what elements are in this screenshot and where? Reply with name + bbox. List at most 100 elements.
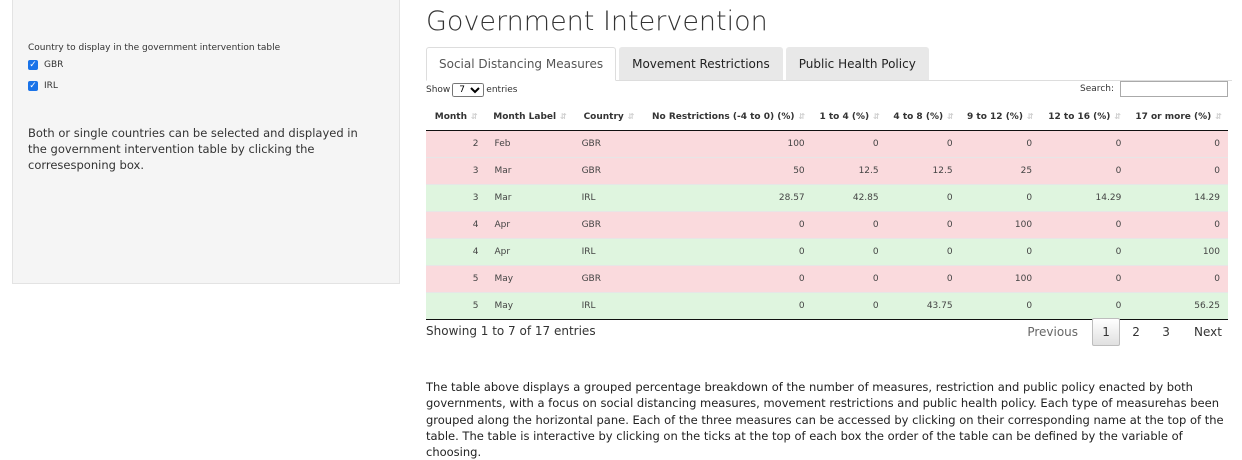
cell-country: IRL xyxy=(573,292,645,320)
tab-public-health-policy[interactable]: Public Health Policy xyxy=(785,47,929,80)
cell-no-restrictions: 0 xyxy=(644,292,813,320)
sort-icon: ⇵ xyxy=(798,112,806,121)
table-row: 3 Mar IRL 28.57 42.85 0 0 14.29 14.29 xyxy=(426,184,1228,212)
page-3-button[interactable]: 3 xyxy=(1162,325,1170,339)
cell-12-to-16: 0 xyxy=(1040,157,1130,185)
tab-bar: Social Distancing Measures Movement Rest… xyxy=(426,47,1232,81)
tab-movement-restrictions[interactable]: Movement Restrictions xyxy=(619,47,783,80)
checkbox-checked-icon[interactable]: ✓ xyxy=(28,60,38,70)
cell-no-restrictions: 0 xyxy=(644,238,813,266)
column-header-month-label[interactable]: Month Label ⇵ xyxy=(486,104,574,131)
sort-icon: ⇵ xyxy=(1215,112,1222,121)
cell-month-label: Feb xyxy=(486,130,574,158)
checkbox-irl-label: IRL xyxy=(44,81,58,91)
checkbox-irl[interactable]: ✓ IRL xyxy=(28,81,58,91)
table-row: 4 Apr IRL 0 0 0 0 0 100 xyxy=(426,238,1228,266)
cell-12-to-16: 0 xyxy=(1040,265,1130,293)
table-info: Showing 1 to 7 of 17 entries xyxy=(426,324,596,338)
cell-no-restrictions: 0 xyxy=(644,211,813,239)
cell-month: 3 xyxy=(426,184,487,212)
tab-social-distancing[interactable]: Social Distancing Measures xyxy=(426,47,617,81)
entries-select[interactable]: 7 xyxy=(452,83,485,97)
cell-country: GBR xyxy=(573,211,645,239)
table-row: 5 May IRL 0 0 43.75 0 0 56.25 xyxy=(426,292,1228,320)
cell-no-restrictions: 28.57 xyxy=(644,184,813,212)
cell-month: 4 xyxy=(426,211,487,239)
cell-12-to-16: 0 xyxy=(1040,292,1130,320)
cell-4-to-8: 0 xyxy=(886,211,961,239)
entries-length-control: Show 7 entries xyxy=(426,83,518,97)
search-input[interactable] xyxy=(1120,81,1228,97)
checkbox-checked-icon[interactable]: ✓ xyxy=(28,81,38,91)
cell-month: 2 xyxy=(426,130,487,158)
table-row: 4 Apr GBR 0 0 0 100 0 0 xyxy=(426,211,1228,239)
column-header-country[interactable]: Country ⇵ xyxy=(573,104,645,131)
column-header-12-to-16[interactable]: 12 to 16 (%) ⇵ xyxy=(1040,104,1130,131)
cell-9-to-12: 25 xyxy=(960,157,1041,185)
cell-4-to-8: 12.5 xyxy=(886,157,961,185)
page-1-button[interactable]: 1 xyxy=(1092,318,1121,346)
sidebar-panel: Country to display in the government int… xyxy=(12,0,400,284)
previous-page-button[interactable]: Previous xyxy=(1027,325,1079,339)
cell-4-to-8: 0 xyxy=(886,184,961,212)
cell-country: IRL xyxy=(573,184,645,212)
cell-1-to-4: 0 xyxy=(812,211,887,239)
cell-1-to-4: 0 xyxy=(812,238,887,266)
cell-1-to-4: 12.5 xyxy=(812,157,887,185)
column-header-month[interactable]: Month ⇵ xyxy=(426,104,487,131)
sort-icon: ⇵ xyxy=(471,112,478,121)
table-row: 2 Feb GBR 100 0 0 0 0 0 xyxy=(426,130,1228,158)
cell-4-to-8: 0 xyxy=(886,265,961,293)
sort-icon: ⇵ xyxy=(560,112,567,121)
cell-month-label: May xyxy=(486,265,574,293)
table-row: 3 Mar GBR 50 12.5 12.5 25 0 0 xyxy=(426,157,1228,185)
next-page-button[interactable]: Next xyxy=(1194,325,1222,339)
show-label: Show xyxy=(426,85,451,95)
cell-9-to-12: 0 xyxy=(960,292,1041,320)
cell-17-or-more: 14.29 xyxy=(1129,184,1228,212)
cell-9-to-12: 100 xyxy=(960,265,1041,293)
cell-month-label: Mar xyxy=(486,157,574,185)
column-header-1-to-4[interactable]: 1 to 4 (%) ⇵ xyxy=(812,104,887,131)
cell-17-or-more: 0 xyxy=(1129,211,1228,239)
cell-country: GBR xyxy=(573,265,645,293)
cell-no-restrictions: 0 xyxy=(644,265,813,293)
intervention-table: Month ⇵ Month Label ⇵ Country ⇵ No Restrict… xyxy=(426,104,1228,320)
checkbox-gbr[interactable]: ✓ GBR xyxy=(28,60,63,70)
cell-12-to-16: 0 xyxy=(1040,238,1130,266)
entries-label: entries xyxy=(486,85,518,95)
cell-month: 3 xyxy=(426,157,487,185)
sort-icon: ⇵ xyxy=(873,112,880,121)
cell-no-restrictions: 50 xyxy=(644,157,813,185)
page-2-button[interactable]: 2 xyxy=(1132,325,1140,339)
table-description: The table above displays a grouped perce… xyxy=(426,380,1224,460)
cell-17-or-more: 100 xyxy=(1129,238,1228,266)
sort-icon: ⇵ xyxy=(1114,112,1122,121)
page-title: Government Intervention xyxy=(426,6,768,37)
cell-17-or-more: 0 xyxy=(1129,130,1228,158)
column-header-17-or-more[interactable]: 17 or more (%) ⇵ xyxy=(1129,104,1228,131)
cell-4-to-8: 43.75 xyxy=(886,292,961,320)
cell-month-label: Apr xyxy=(486,211,574,239)
cell-month-label: Apr xyxy=(486,238,574,266)
cell-9-to-12: 0 xyxy=(960,130,1041,158)
sort-icon: ⇵ xyxy=(1026,112,1034,121)
sort-icon: ⇵ xyxy=(947,112,954,121)
cell-17-or-more: 0 xyxy=(1129,157,1228,185)
sidebar-help-text: Both or single countries can be selected… xyxy=(28,126,358,172)
cell-country: IRL xyxy=(573,238,645,266)
cell-12-to-16: 14.29 xyxy=(1040,184,1130,212)
cell-month: 5 xyxy=(426,292,487,320)
cell-1-to-4: 0 xyxy=(812,265,887,293)
country-filter-label: Country to display in the government int… xyxy=(28,43,281,53)
cell-1-to-4: 0 xyxy=(812,130,887,158)
cell-1-to-4: 0 xyxy=(812,292,887,320)
checkbox-gbr-label: GBR xyxy=(44,60,64,70)
cell-country: GBR xyxy=(573,130,645,158)
table-row: 5 May GBR 0 0 0 100 0 0 xyxy=(426,265,1228,293)
cell-12-to-16: 0 xyxy=(1040,211,1130,239)
column-header-9-to-12[interactable]: 9 to 12 (%) ⇵ xyxy=(960,104,1041,131)
column-header-no-restrictions[interactable]: No Restrictions (-4 to 0) (%) ⇵ xyxy=(644,104,813,131)
sort-icon: ⇵ xyxy=(627,112,635,121)
column-header-4-to-8[interactable]: 4 to 8 (%) ⇵ xyxy=(886,104,961,131)
